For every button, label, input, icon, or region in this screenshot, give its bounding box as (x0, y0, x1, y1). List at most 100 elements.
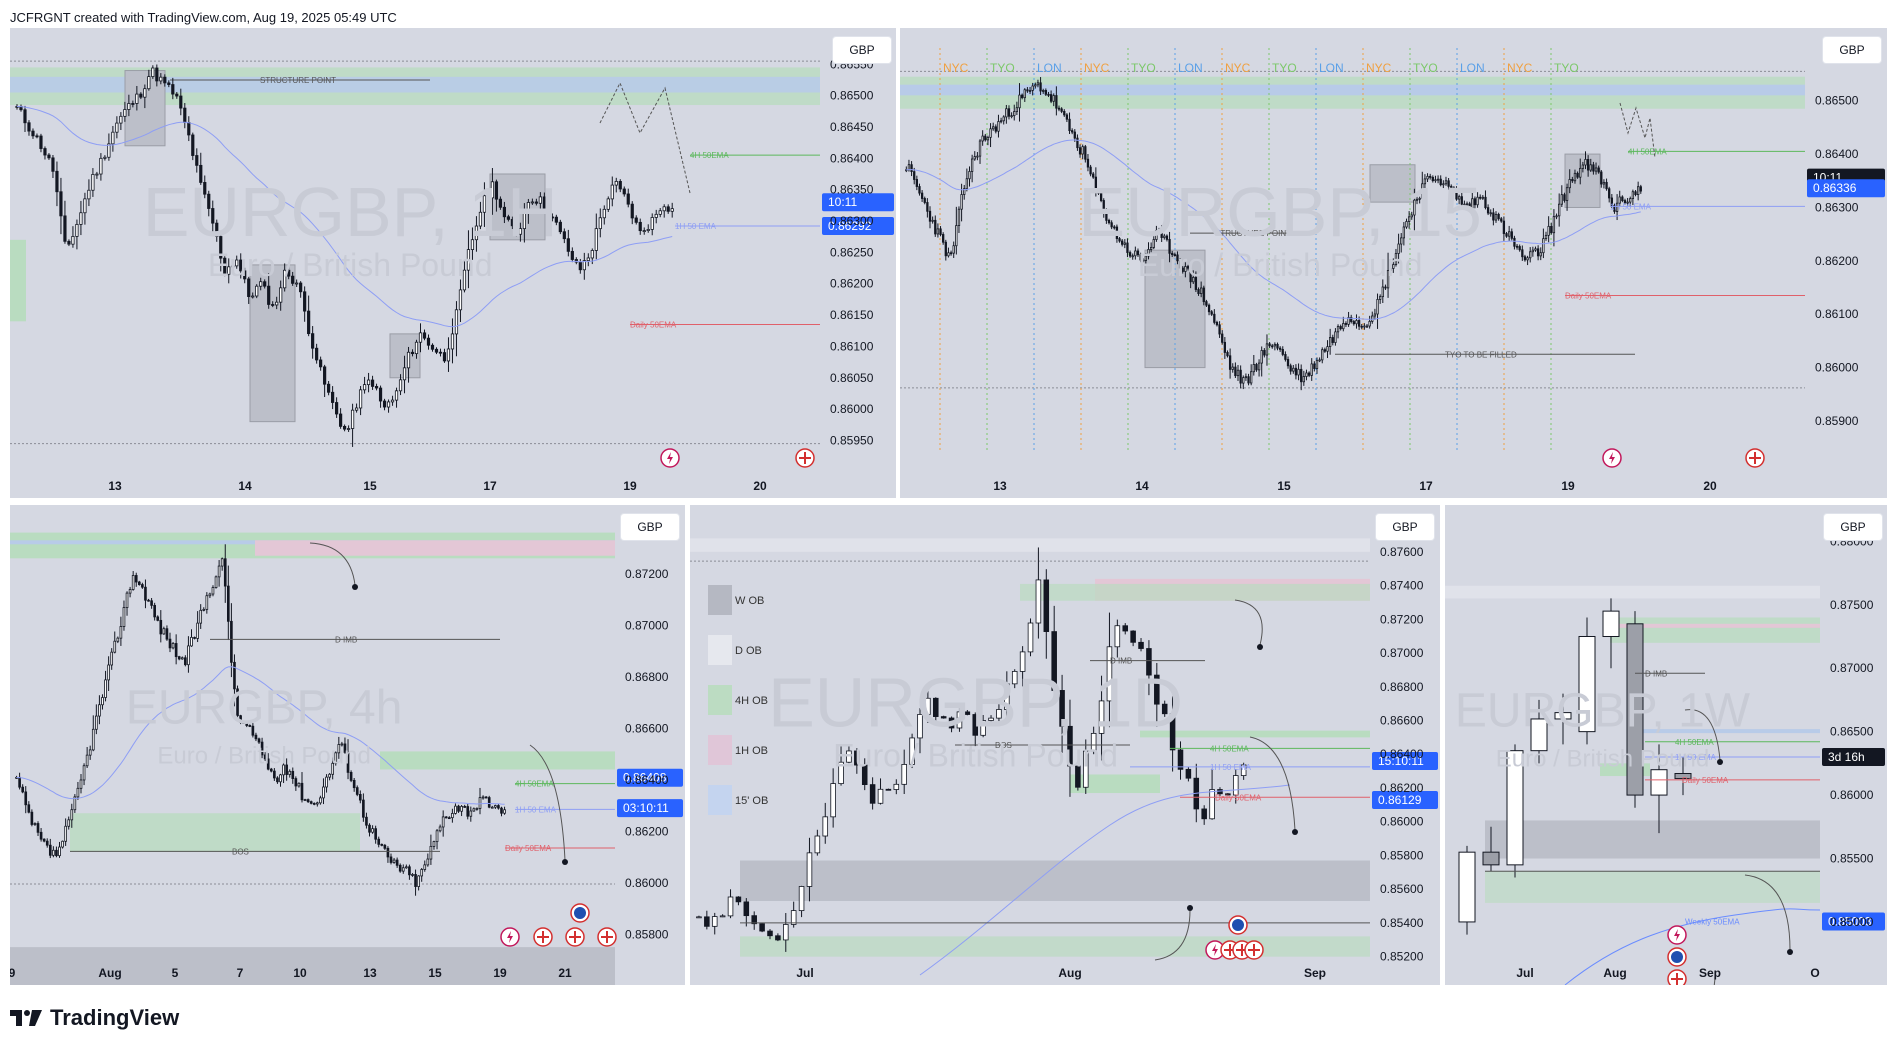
candle-body (30, 811, 34, 825)
currency-label[interactable]: GBP (620, 513, 680, 541)
panel-eurgbp-4h[interactable]: D IMB BOS 4H 50EMA 1H 50 EMA Daily 50EMA 0.86… (10, 505, 685, 985)
candle-body (1418, 197, 1421, 200)
candle-body (435, 830, 439, 843)
daily-ema-label: Daily 50EMA (1565, 292, 1612, 301)
candle-body (806, 852, 813, 887)
candle-body (177, 656, 181, 660)
currency-label[interactable]: GBP (1823, 513, 1883, 541)
candle-body (394, 390, 399, 401)
candle-body (1126, 242, 1129, 253)
candle-body (743, 901, 750, 917)
chart-eurgbp-1h[interactable]: STRUCTURE POINT 4H 50EMA 1H 50 EMA Daily 50… (10, 28, 896, 498)
candle-body (438, 826, 442, 832)
candle-body (339, 413, 343, 427)
ob-box (124, 70, 166, 147)
candle-body (447, 817, 451, 820)
currency-label[interactable]: GBP (1822, 36, 1882, 64)
candle-body (1542, 238, 1545, 254)
legend-label: 15' OB (735, 795, 768, 807)
chart-eurgbp-15m[interactable]: NYC TYO LON NYC TYO LON NYC TYO LON NYC TYO LON NYC T… (900, 28, 1887, 498)
candle-body (926, 202, 929, 212)
candle-body (1281, 349, 1284, 355)
candle-body (1076, 137, 1079, 149)
candle-body (1105, 211, 1108, 221)
candle-body (500, 807, 503, 814)
candle-body (1597, 167, 1600, 173)
candle-body (405, 866, 408, 869)
panel-eurgbp-15m[interactable]: NYC TYO LON NYC TYO LON NYC TYO LON NYC TYO LON NYC T… (900, 28, 1887, 498)
legend-label: D OB (735, 645, 762, 657)
ema-1h-line (16, 106, 673, 328)
candle-body (383, 844, 387, 849)
candle-body (1273, 343, 1277, 347)
candle-body (163, 76, 167, 84)
y-tick-label: 0.86000 (1830, 788, 1874, 802)
chart-eurgbp-1w[interactable]: Weekly 50EMA D IMB 4H 50EMA 1H 50 EMA Daily … (1445, 505, 1887, 985)
y-tick-label: 0.86150 (830, 308, 874, 322)
candle-body (325, 776, 328, 788)
chart-eurgbp-1d[interactable]: W OB D OB 4H OB 1H OB 15' OB BOS D IMB 1H 50 EM… (690, 505, 1440, 985)
candle-body (190, 636, 193, 647)
candle-body (1510, 231, 1513, 239)
candle-body (1463, 203, 1466, 206)
candle-body (606, 198, 610, 210)
candle-body (61, 840, 64, 848)
candle-body (1521, 249, 1524, 258)
candle-body (1423, 178, 1427, 185)
candle-body (910, 164, 913, 173)
symbol-name-watermark: Euro / British Pound (1138, 247, 1423, 283)
candle-body (207, 193, 211, 209)
candle-body (1144, 255, 1148, 261)
candle-body (1247, 376, 1250, 384)
candle-body (1081, 146, 1084, 155)
projection-point (1787, 949, 1793, 955)
ema-1h-line (906, 139, 1641, 320)
candle-body (1381, 286, 1384, 298)
flash-glyph (667, 452, 673, 464)
currency-label[interactable]: GBP (832, 36, 892, 64)
candle-body (955, 225, 958, 247)
chart-eurgbp-4h[interactable]: D IMB BOS 4H 50EMA 1H 50 EMA Daily 50EMA 0.86… (10, 505, 685, 985)
candle-body (444, 816, 448, 819)
candle-body (1239, 369, 1242, 384)
flash-glyph (1212, 944, 1218, 956)
candle-body (1379, 296, 1382, 300)
candle-body (153, 604, 156, 618)
candle-body (141, 584, 144, 588)
candle-body (1286, 359, 1290, 367)
candle-body (1471, 198, 1474, 210)
x-tick-label: 15 (428, 966, 442, 980)
candle-body (171, 84, 175, 95)
candle-body (151, 67, 155, 78)
x-tick-label: 19 (493, 966, 507, 980)
panel-eurgbp-1h[interactable]: STRUCTURE POINT 4H 50EMA 1H 50 EMA Daily 50… (10, 28, 896, 498)
candle-body (239, 715, 242, 723)
candle-body (1365, 325, 1369, 328)
candle-body (70, 809, 74, 821)
candle-body (978, 140, 982, 157)
candle-body (925, 697, 931, 715)
currency-label[interactable]: GBP (1375, 513, 1435, 541)
candle-body (1473, 198, 1477, 206)
candle-body (1602, 181, 1606, 185)
candle-body (582, 260, 586, 271)
candle-body (1189, 267, 1192, 283)
candle-body (1534, 248, 1537, 251)
candle-body (243, 270, 247, 280)
tradingview-logo[interactable]: TradingView (10, 1005, 179, 1031)
candle-body (1436, 178, 1440, 181)
candle-body (838, 761, 844, 785)
y-tick-label: 0.85000 (1830, 915, 1874, 929)
candle-body (1402, 226, 1406, 239)
projection-arrow (529, 744, 566, 861)
candle-body (1031, 85, 1034, 91)
panel-eurgbp-1d[interactable]: W OB D OB 4H OB 1H OB 15' OB BOS D IMB 1H 50 EM… (690, 505, 1440, 985)
candle-body (1458, 851, 1476, 923)
candle-body (646, 229, 650, 231)
candle-body (1184, 266, 1187, 272)
panel-eurgbp-1w[interactable]: Weekly 50EMA D IMB 4H 50EMA 1H 50 EMA Daily … (1445, 505, 1887, 985)
candle-body (1176, 254, 1179, 262)
candle-body (1305, 372, 1308, 377)
candle-body (242, 722, 245, 724)
candle-body (283, 269, 287, 289)
